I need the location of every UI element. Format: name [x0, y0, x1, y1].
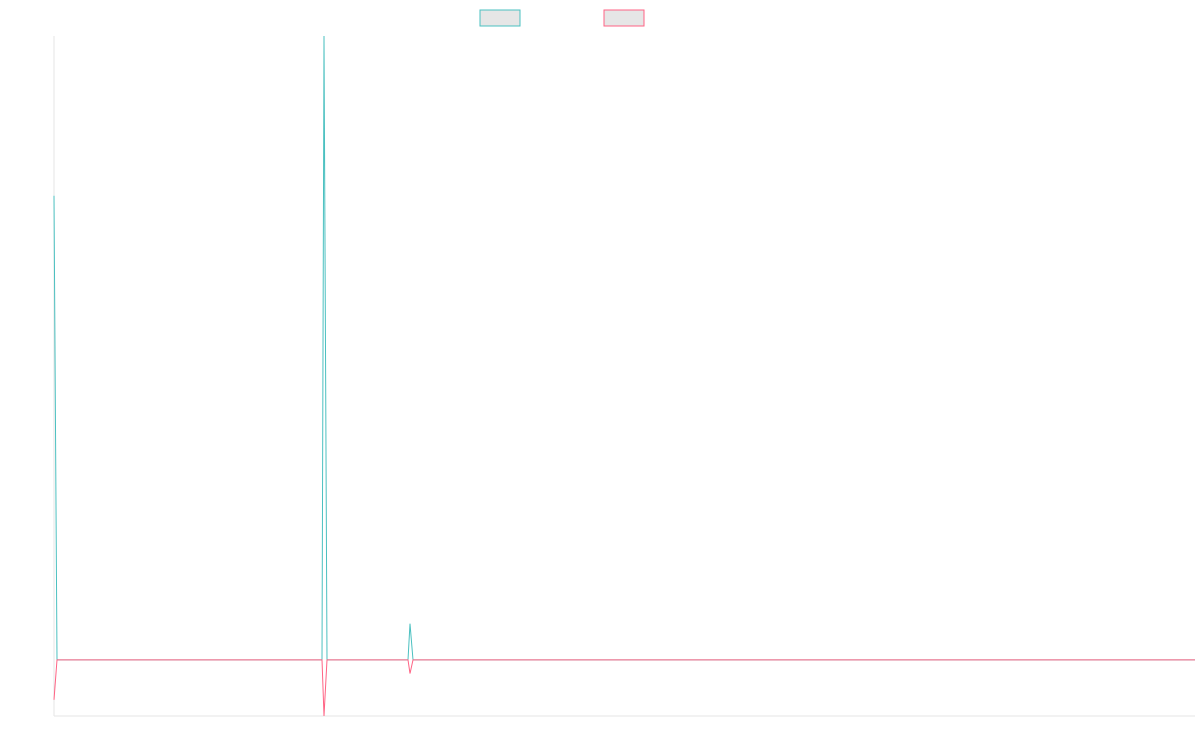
- legend-swatch[interactable]: [479, 9, 521, 27]
- line-series: [53, 659, 1195, 717]
- legend-swatch[interactable]: [603, 9, 645, 27]
- line-series: [53, 35, 1195, 661]
